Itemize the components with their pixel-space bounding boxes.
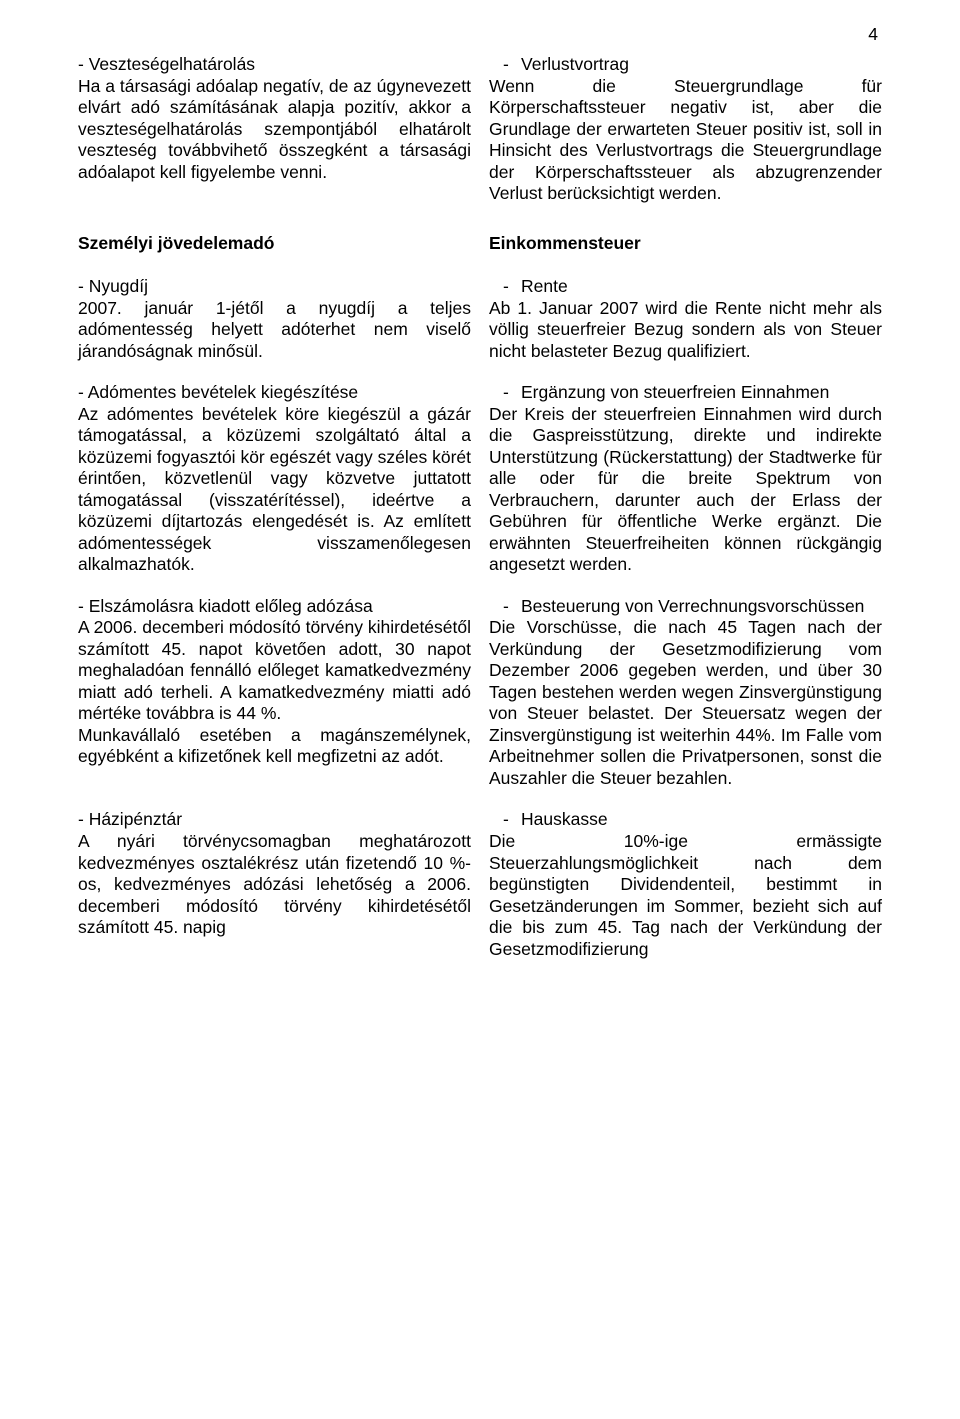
- right-col: - Rente Ab 1. Januar 2007 wird die Rente…: [489, 276, 882, 362]
- section-advance-taxation: - Elszámolásra kiadott előleg adózása A …: [78, 596, 882, 790]
- text-block: Wenn die Steuergrundlage für Körperschaf…: [489, 76, 882, 205]
- text-block: Die 10%-ige ermässigte Steuerzahlungsmög…: [489, 831, 882, 960]
- right-col: - Besteuerung von Verrechnungsvorschüsse…: [489, 596, 882, 790]
- bullet-row: - Hauskasse: [489, 809, 882, 831]
- text-block: - Adómentes bevételek kiegészítése Az ad…: [78, 382, 471, 576]
- right-col: Einkommensteuer: [489, 233, 882, 273]
- text-block: - Elszámolásra kiadott előleg adózása A …: [78, 596, 471, 768]
- bullet-row: - Besteuerung von Verrechnungsvorschüsse…: [489, 596, 882, 618]
- bullet-text: Hauskasse: [521, 809, 882, 831]
- bullet-row: - Ergänzung von steuerfreien Einnahmen: [489, 382, 882, 404]
- bullet-text: Verlustvortrag: [521, 54, 882, 76]
- left-col: - Elszámolásra kiadott előleg adózása A …: [78, 596, 471, 790]
- dash: -: [489, 809, 521, 831]
- section-loss-carryforward: - Veszteségelhatárolás Ha a társasági ad…: [78, 54, 882, 205]
- text-block: Der Kreis der steuerfreien Einnahmen wir…: [489, 404, 882, 576]
- text-block: Die Vorschüsse, die nach 45 Tagen nach d…: [489, 617, 882, 789]
- bullet-row: - Rente: [489, 276, 882, 298]
- left-col: Személyi jövedelemadó: [78, 233, 471, 273]
- right-col: - Ergänzung von steuerfreien Einnahmen D…: [489, 382, 882, 576]
- section-taxfree-income: - Adómentes bevételek kiegészítése Az ad…: [78, 382, 882, 576]
- bullet-text: Ergänzung von steuerfreien Einnahmen: [521, 382, 882, 404]
- heading-right: Einkommensteuer: [489, 233, 882, 255]
- bullet-row: - Verlustvortrag: [489, 54, 882, 76]
- dash: -: [489, 54, 521, 76]
- right-col: - Hauskasse Die 10%-ige ermässigte Steue…: [489, 809, 882, 960]
- section-headings: Személyi jövedelemadó Einkommensteuer: [78, 233, 882, 273]
- text-block: - Nyugdíj 2007. január 1-jétől a nyugdíj…: [78, 276, 471, 362]
- left-col: - Nyugdíj 2007. január 1-jétől a nyugdíj…: [78, 276, 471, 362]
- right-col: - Verlustvortrag Wenn die Steuergrundlag…: [489, 54, 882, 205]
- section-cash-register: - Házipénztár A nyári törvénycsomagban m…: [78, 809, 882, 960]
- bullet-text: Rente: [521, 276, 882, 298]
- text-block: Ab 1. Januar 2007 wird die Rente nicht m…: [489, 298, 882, 363]
- page-number: 4: [868, 24, 878, 46]
- dash: -: [489, 276, 521, 298]
- dash: -: [489, 382, 521, 404]
- text-block: - Veszteségelhatárolás Ha a társasági ad…: [78, 54, 471, 183]
- bullet-text: Besteuerung von Verrechnungsvorschüssen: [521, 596, 882, 618]
- left-col: - Veszteségelhatárolás Ha a társasági ad…: [78, 54, 471, 205]
- section-pension: - Nyugdíj 2007. január 1-jétől a nyugdíj…: [78, 276, 882, 362]
- text-block: - Házipénztár A nyári törvénycsomagban m…: [78, 809, 471, 938]
- left-col: - Házipénztár A nyári törvénycsomagban m…: [78, 809, 471, 960]
- left-col: - Adómentes bevételek kiegészítése Az ad…: [78, 382, 471, 576]
- heading-left: Személyi jövedelemadó: [78, 233, 471, 255]
- dash: -: [489, 596, 521, 618]
